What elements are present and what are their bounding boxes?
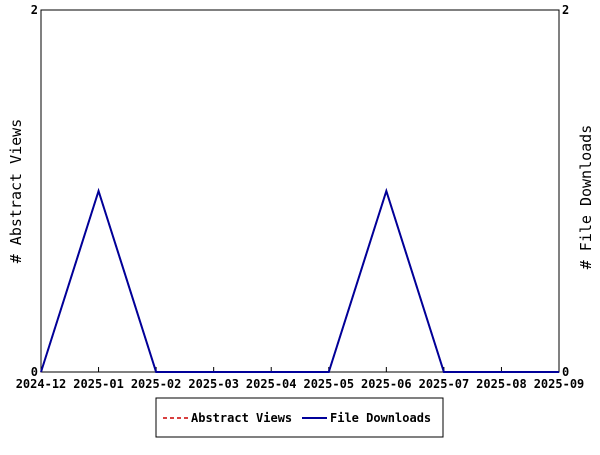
x-tick-label: 2025-05 bbox=[303, 377, 354, 391]
series-layer bbox=[40, 187, 559, 373]
x-tick-label: 2025-04 bbox=[246, 377, 297, 391]
x-tick-label: 2025-01 bbox=[73, 377, 124, 391]
y-tick-label: 2 bbox=[31, 3, 38, 17]
plot-area bbox=[40, 9, 560, 373]
x-axis-ticks: 2024-12 2025-01 2025-02 2025-03 2025-04 2025-… bbox=[16, 367, 585, 391]
legend-label-file-downloads: File Downloads bbox=[330, 411, 431, 425]
y2-tick-label: 0 bbox=[562, 365, 569, 379]
x-tick-label: 2025-09 bbox=[534, 377, 585, 391]
series-line-file-downloads bbox=[40, 187, 559, 373]
x-tick-label: 2024-12 bbox=[16, 377, 67, 391]
y2-axis-title: # File Downloads bbox=[577, 125, 595, 270]
x-tick-label: 2025-03 bbox=[188, 377, 239, 391]
legend-label-abstract-views: Abstract Views bbox=[191, 411, 292, 425]
legend-box bbox=[155, 397, 444, 438]
y2-tick-label: 2 bbox=[562, 3, 569, 17]
x-tick-label: 2025-07 bbox=[419, 377, 470, 391]
x-tick-label: 2025-06 bbox=[361, 377, 412, 391]
legend: Abstract Views File Downloads bbox=[155, 397, 444, 438]
y-tick-label: 0 bbox=[31, 365, 38, 379]
x-tick-label: 2025-08 bbox=[476, 377, 527, 391]
x-tick-label: 2025-02 bbox=[131, 377, 182, 391]
y-axis-title: # Abstract Views bbox=[7, 119, 25, 264]
